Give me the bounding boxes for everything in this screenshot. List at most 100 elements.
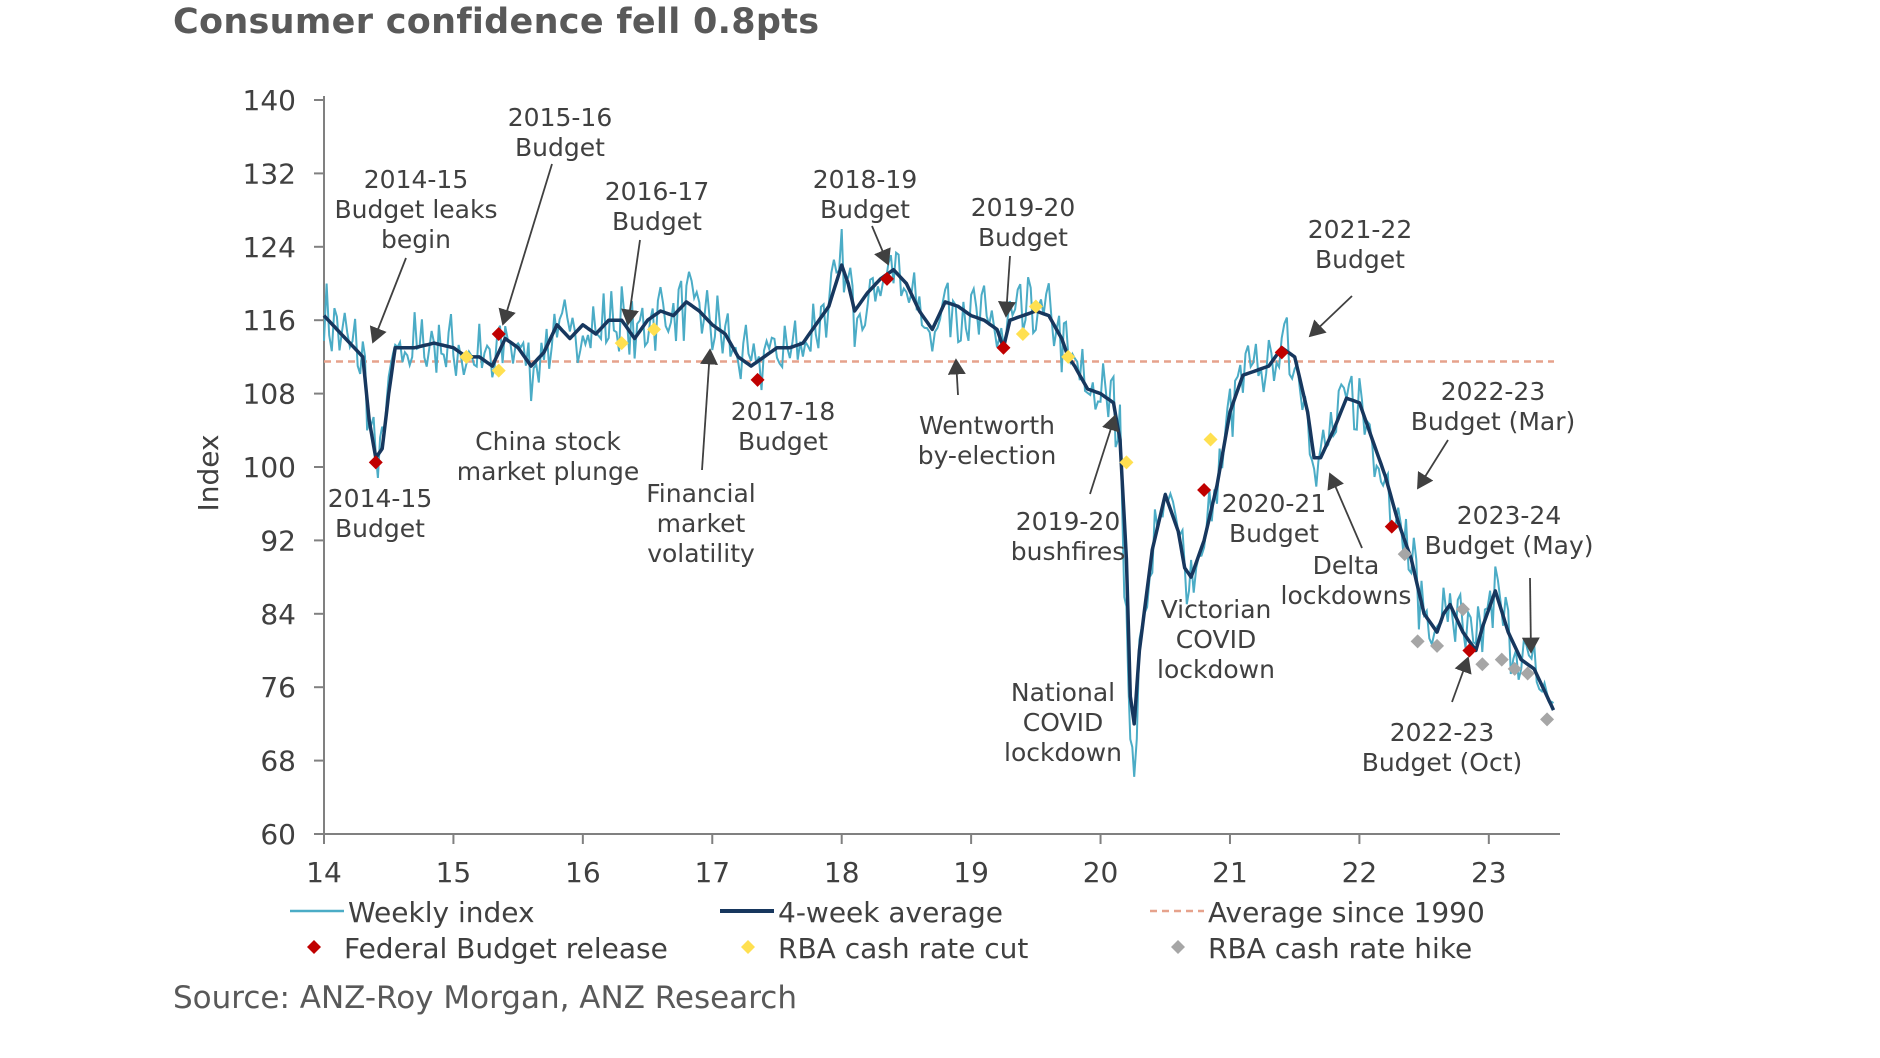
annotation-label: market plunge: [457, 457, 639, 486]
y-tick-label: 76: [260, 671, 296, 704]
annotation-label: COVID: [1176, 625, 1256, 654]
rba-rate-cut-marker: [491, 363, 506, 378]
federal-budget-marker: [996, 340, 1011, 355]
annotation-label: Wentworth: [919, 411, 1055, 440]
annotation-label: lockdowns: [1281, 581, 1412, 610]
annotation-label: Budget: [978, 223, 1068, 252]
annotation-label: begin: [381, 225, 451, 254]
annotation-label: 2014-15: [364, 165, 468, 194]
annotation-arrow: [369, 257, 407, 344]
federal-budget-marker: [1197, 482, 1212, 497]
annotation-label: China stock: [475, 427, 621, 456]
annotation-label: 2022-23: [1441, 377, 1545, 406]
annotation-arrow: [621, 239, 641, 326]
federal-budget-marker: [879, 271, 894, 286]
annotation-label: 2019-20: [971, 193, 1075, 222]
x-tick-label: 18: [824, 856, 860, 889]
x-tick-label: 21: [1212, 856, 1248, 889]
y-tick-label: 68: [260, 745, 296, 778]
y-tick-label: 124: [243, 231, 296, 264]
x-tick-label: 22: [1342, 856, 1378, 889]
x-tick-label: 16: [565, 856, 601, 889]
annotation-label: Budget (Oct): [1362, 748, 1523, 777]
annotation-arrow: [871, 225, 891, 266]
annotation-label: 2016-17: [605, 177, 709, 206]
annotation-arrow: [1451, 656, 1472, 703]
x-tick-label: 23: [1471, 856, 1507, 889]
annotation-label: 2022-23: [1390, 718, 1494, 747]
annotation-label: National: [1011, 678, 1115, 707]
federal-budget-marker: [491, 326, 506, 341]
y-tick-label: 100: [243, 451, 296, 484]
annotation-label: Budget: [515, 133, 605, 162]
y-tick-label: 116: [243, 304, 296, 337]
annotation-label: Budget: [1315, 245, 1405, 274]
annotation-label: 2020-21: [1222, 489, 1326, 518]
annotation-label: Victorian: [1161, 595, 1272, 624]
annotation-label: Budget leaks: [334, 195, 497, 224]
y-tick-label: 60: [260, 818, 296, 851]
annotation-label: by-election: [918, 441, 1057, 470]
y-tick-label: 92: [260, 524, 296, 557]
rba-rate-cut-marker: [459, 349, 474, 364]
annotation-label: COVID: [1023, 708, 1103, 737]
federal-budget-marker: [750, 372, 765, 387]
legend-label: Weekly index: [348, 896, 535, 929]
rba-rate-cut-marker: [614, 336, 629, 351]
y-tick-label: 132: [243, 157, 296, 190]
annotation-label: 2015-16: [508, 103, 612, 132]
annotation-label: lockdown: [1004, 738, 1122, 767]
annotation-arrow: [498, 163, 553, 326]
source-note: Source: ANZ-Roy Morgan, ANZ Research: [173, 980, 797, 1016]
annotation-label: bushfires: [1011, 537, 1125, 566]
annotation-arrow: [1521, 577, 1540, 654]
legend-hike-swatch: [1171, 940, 1185, 954]
annotation-arrow: [947, 358, 966, 396]
rba-rate-hike-marker: [1507, 661, 1522, 676]
annotation-label: volatility: [647, 539, 755, 568]
rba-rate-cut-marker: [1203, 432, 1218, 447]
annotation-arrow: [1089, 414, 1120, 495]
rba-rate-cut-marker: [1061, 349, 1076, 364]
annotation-label: 2014-15: [328, 484, 432, 513]
annotation-label: Budget: [820, 195, 910, 224]
federal-budget-marker: [368, 455, 383, 470]
annotation-arrow: [1327, 472, 1363, 549]
annotation-label: Budget: [738, 427, 828, 456]
annotation-label: Delta: [1313, 551, 1380, 580]
x-tick-label: 20: [1083, 856, 1119, 889]
annotation-arrow: [1417, 439, 1449, 490]
annotation-label: Budget: [1229, 519, 1319, 548]
rba-rate-cut-marker: [1028, 299, 1043, 314]
rba-rate-hike-marker: [1520, 666, 1535, 681]
annotation-label: Budget: [335, 514, 425, 543]
rba-rate-cut-marker: [1015, 326, 1030, 341]
rba-rate-hike-marker: [1410, 634, 1425, 649]
weekly-index-line: [323, 228, 1555, 777]
y-tick-label: 84: [260, 598, 296, 631]
annotation-label: 2017-18: [731, 397, 835, 426]
annotation-label: 2018-19: [813, 165, 917, 194]
legend-cut-swatch: [741, 940, 755, 954]
annotation-label: 2023-24: [1457, 501, 1561, 530]
legend-label: RBA cash rate cut: [778, 932, 1028, 965]
x-tick-label: 14: [306, 856, 342, 889]
legend-label: Average since 1990: [1208, 896, 1485, 929]
y-axis-label: Index: [192, 434, 225, 511]
annotation-label: Budget (Mar): [1411, 407, 1576, 436]
annotation-label: market: [657, 509, 746, 538]
federal-budget-marker: [1384, 519, 1399, 534]
y-tick-label: 108: [243, 378, 296, 411]
rba-rate-cut-marker: [647, 322, 662, 337]
annotation-label: lockdown: [1157, 655, 1275, 684]
legend-label: Federal Budget release: [344, 932, 668, 965]
annotation-label: 2019-20: [1016, 507, 1120, 536]
line-chart: 60 68 76 84 92 100 108 116 124 132 140 14 15 16 17 18 19…: [192, 84, 1594, 965]
rba-rate-hike-marker: [1430, 638, 1445, 653]
rba-rate-hike-marker: [1494, 652, 1509, 667]
legend-label: 4-week average: [778, 896, 1003, 929]
rba-rate-hike-marker: [1540, 712, 1555, 727]
legend-label: RBA cash rate hike: [1208, 932, 1472, 965]
rba-rate-hike-marker: [1475, 657, 1490, 672]
annotation-arrow: [1308, 295, 1353, 338]
